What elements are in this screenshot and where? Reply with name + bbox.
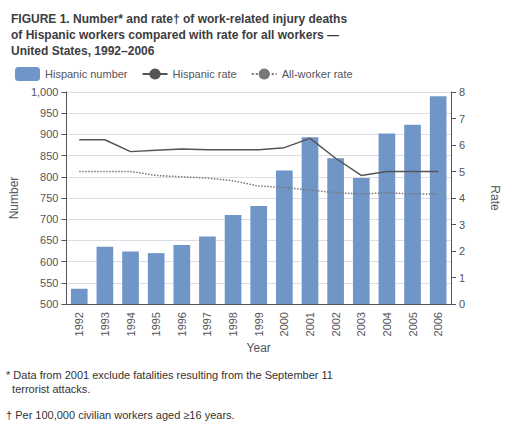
svg-text:2000: 2000 <box>278 312 290 336</box>
svg-text:1993: 1993 <box>99 312 111 336</box>
svg-text:1997: 1997 <box>201 312 213 336</box>
svg-text:of Hispanic workers compared w: of Hispanic workers compared with rate f… <box>11 28 339 42</box>
svg-text:1994: 1994 <box>125 312 137 336</box>
svg-text:2001: 2001 <box>304 312 316 336</box>
svg-text:terrorist attacks.: terrorist attacks. <box>6 383 90 395</box>
svg-text:1,000: 1,000 <box>31 86 59 98</box>
svg-text:4: 4 <box>459 192 465 204</box>
svg-text:Hispanic number: Hispanic number <box>45 68 128 80</box>
svg-text:500: 500 <box>40 298 58 310</box>
svg-text:550: 550 <box>40 277 58 289</box>
svg-text:0: 0 <box>459 298 465 310</box>
svg-text:1996: 1996 <box>176 312 188 336</box>
svg-text:2003: 2003 <box>355 312 367 336</box>
svg-text:7: 7 <box>459 113 465 125</box>
svg-text:2004: 2004 <box>381 312 393 336</box>
svg-text:750: 750 <box>40 192 58 204</box>
svg-text:2002: 2002 <box>330 312 342 336</box>
svg-text:All-worker rate: All-worker rate <box>282 68 353 80</box>
svg-text:1995: 1995 <box>150 312 162 336</box>
svg-text:Number: Number <box>7 177 21 220</box>
svg-text:2: 2 <box>459 245 465 257</box>
svg-text:United States, 1992–2006: United States, 1992–2006 <box>11 44 155 58</box>
svg-text:600: 600 <box>40 256 58 268</box>
svg-text:2005: 2005 <box>407 312 419 336</box>
svg-text:1998: 1998 <box>227 312 239 336</box>
svg-text:1992: 1992 <box>73 312 85 336</box>
svg-text:1: 1 <box>459 272 465 284</box>
svg-text:† Per 100,000 civilian workers: † Per 100,000 civilian workers aged ≥16 … <box>6 409 235 421</box>
svg-text:FIGURE 1. Number* and rate† of: FIGURE 1. Number* and rate† of work-rela… <box>11 12 347 26</box>
svg-text:Year: Year <box>247 341 271 355</box>
svg-text:800: 800 <box>40 171 58 183</box>
svg-text:3: 3 <box>459 219 465 231</box>
svg-text:650: 650 <box>40 234 58 246</box>
svg-text:6: 6 <box>459 139 465 151</box>
svg-text:950: 950 <box>40 107 58 119</box>
svg-text:700: 700 <box>40 213 58 225</box>
svg-text:8: 8 <box>459 86 465 98</box>
svg-text:900: 900 <box>40 128 58 140</box>
svg-text:Hispanic rate: Hispanic rate <box>173 68 237 80</box>
svg-text:850: 850 <box>40 150 58 162</box>
svg-text:2006: 2006 <box>432 312 444 336</box>
svg-text:1999: 1999 <box>253 312 265 336</box>
svg-text:5: 5 <box>459 166 465 178</box>
svg-text:* Data from 2001 exclude fatal: * Data from 2001 exclude fatalities resu… <box>6 369 333 381</box>
svg-text:Rate: Rate <box>488 185 502 211</box>
